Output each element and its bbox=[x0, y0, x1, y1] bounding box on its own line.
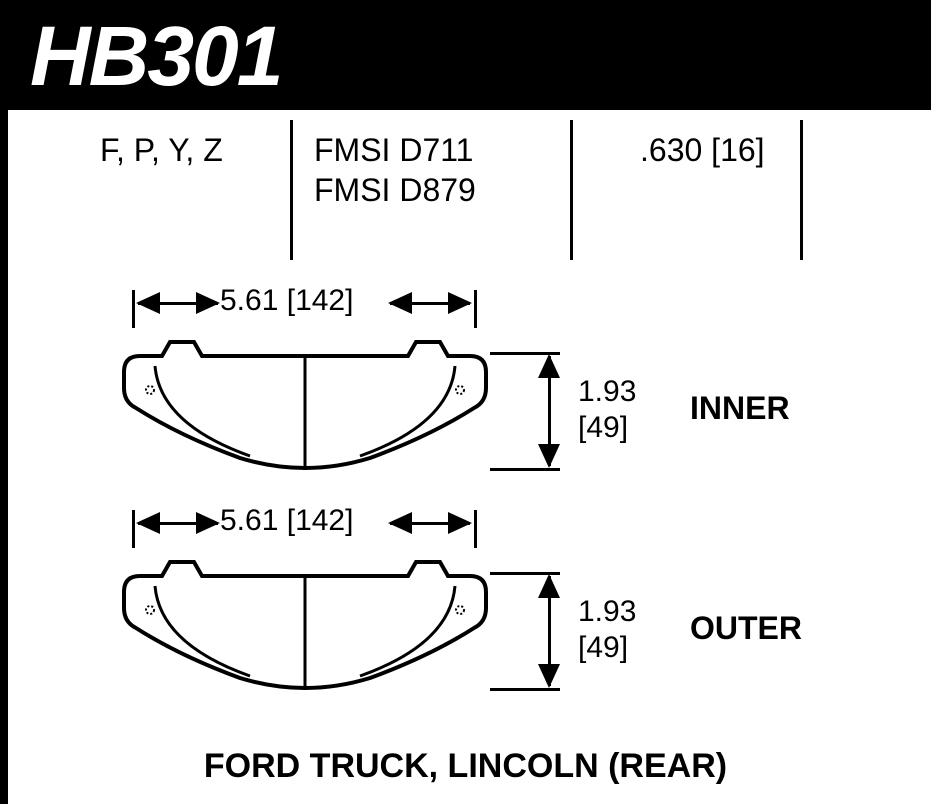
outer-width-arrow-left bbox=[138, 522, 218, 525]
footer-text: FORD TRUCK, LINCOLN (REAR) bbox=[0, 747, 931, 786]
outer-width-ext-r bbox=[474, 510, 477, 548]
outer-height-mm: 49 bbox=[586, 631, 619, 664]
outer-width-mm: 142 bbox=[295, 504, 345, 537]
inner-height-arrow bbox=[548, 356, 551, 466]
inner-height-mm: 49 bbox=[586, 411, 619, 444]
diagram-area: 5.61 [142] 1.93[49] INNER 5.61 [142] bbox=[90, 290, 870, 770]
outer-height-label: 1.93[49] bbox=[578, 594, 636, 666]
inner-width-arrow-left bbox=[138, 302, 218, 305]
content-area: F, P, Y, Z FMSI D711 FMSI D879 .630 [16]… bbox=[0, 110, 931, 804]
inner-width-arrow-right bbox=[390, 302, 470, 305]
outer-label: OUTER bbox=[690, 610, 802, 647]
fmsi-line-1: FMSI D711 bbox=[314, 132, 473, 169]
inner-width-ext-r bbox=[474, 290, 477, 328]
outer-width-arrow-right bbox=[390, 522, 470, 525]
inner-height-in: 1.93 bbox=[578, 375, 636, 408]
part-number: HB301 bbox=[30, 8, 281, 105]
thickness-text: .630 [16] bbox=[640, 132, 765, 169]
outer-width-in: 5.61 bbox=[220, 504, 278, 537]
inner-width-in: 5.61 bbox=[220, 284, 278, 317]
fmsi-line-2: FMSI D879 bbox=[314, 172, 476, 209]
outer-height-in: 1.93 bbox=[578, 595, 636, 628]
compounds-text: F, P, Y, Z bbox=[100, 132, 223, 169]
inner-height-label: 1.93[49] bbox=[578, 374, 636, 446]
outer-pad-shape bbox=[120, 558, 490, 693]
outer-h-ext-bot bbox=[490, 688, 560, 691]
thickness-in: .630 bbox=[640, 132, 702, 168]
inner-h-ext-bot bbox=[490, 468, 560, 471]
separator-3 bbox=[800, 120, 803, 260]
outer-width-ext-l bbox=[132, 510, 135, 548]
inner-pad-shape bbox=[120, 338, 490, 473]
separator-2 bbox=[570, 120, 573, 260]
inner-label: INNER bbox=[690, 390, 790, 427]
inner-width-ext-l bbox=[132, 290, 135, 328]
inner-width-mm: 142 bbox=[295, 284, 345, 317]
separator-1 bbox=[290, 120, 293, 260]
outer-height-arrow bbox=[548, 576, 551, 686]
outer-width-label: 5.61 [142] bbox=[220, 504, 353, 538]
thickness-mm: 16 bbox=[720, 132, 756, 168]
inner-width-label: 5.61 [142] bbox=[220, 284, 353, 318]
left-border bbox=[0, 110, 8, 804]
